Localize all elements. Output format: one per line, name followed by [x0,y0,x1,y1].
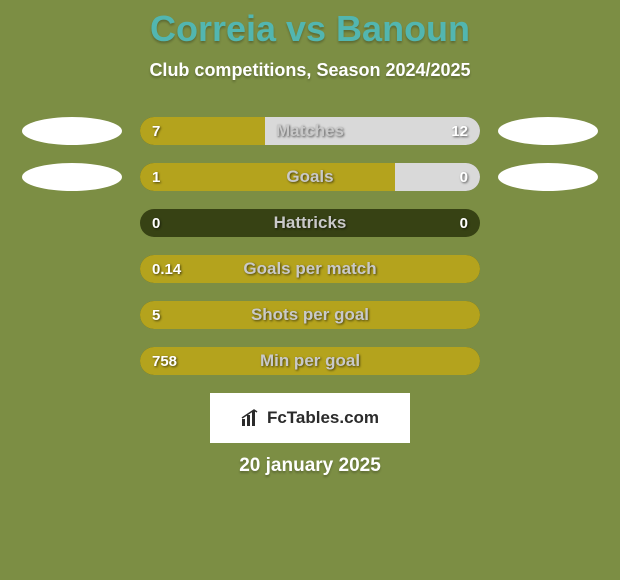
stat-bar: 5Shots per goal [140,301,480,329]
stat-bar: 758Min per goal [140,347,480,375]
player-right-oval [498,117,598,145]
stat-bar: 712Matches [140,117,480,145]
stat-label: Shots per goal [140,301,480,329]
stat-row: 10Goals [0,163,620,191]
brand-text: FcTables.com [267,408,379,428]
player-left-oval [22,117,122,145]
stat-row: 758Min per goal [0,347,620,375]
stat-label: Hattricks [140,209,480,237]
brand-badge: FcTables.com [210,393,410,443]
stat-bar: 10Goals [140,163,480,191]
stat-label: Matches [140,117,480,145]
stat-label: Min per goal [140,347,480,375]
stats-container: 712Matches 10Goals 00Hattricks 0.14Goals pe… [0,117,620,375]
stat-bar: 0.14Goals per match [140,255,480,283]
stat-label: Goals per match [140,255,480,283]
stat-row: 0.14Goals per match [0,255,620,283]
date-label: 20 january 2025 [0,455,620,477]
stat-row: 712Matches [0,117,620,145]
stat-row: 5Shots per goal [0,301,620,329]
stat-label: Goals [140,163,480,191]
player-right-oval [498,163,598,191]
subtitle: Club competitions, Season 2024/2025 [0,60,620,81]
player-left-oval [22,163,122,191]
page-title: Correia vs Banoun [0,0,620,50]
stat-row: 00Hattricks [0,209,620,237]
bar-chart-icon [241,409,261,427]
stat-bar: 00Hattricks [140,209,480,237]
